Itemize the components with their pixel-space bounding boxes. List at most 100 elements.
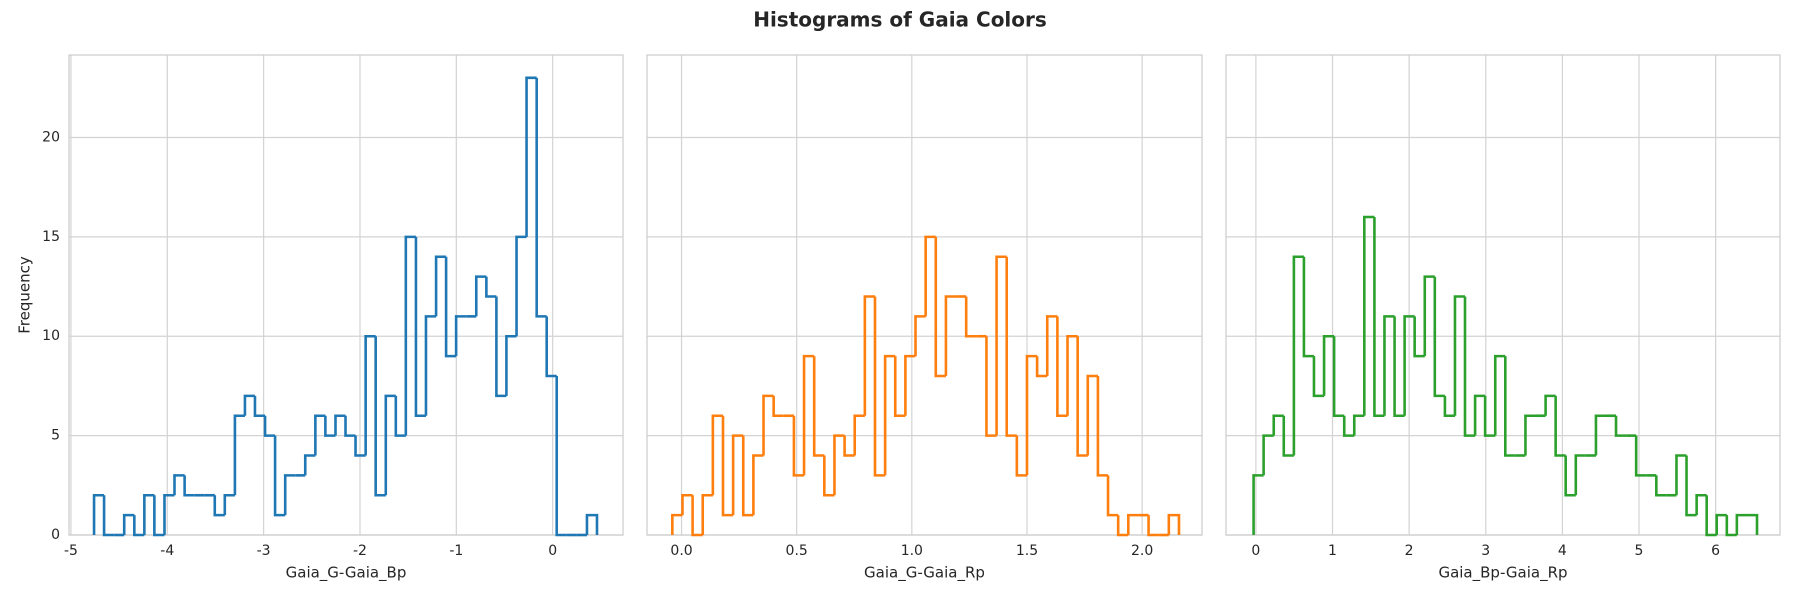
histogram-step — [924, 235, 936, 317]
x-tick-label: 0 — [1251, 543, 1260, 559]
histogram-step — [1634, 435, 1647, 477]
histogram-step — [1025, 354, 1038, 476]
y-tick-label: 0 — [51, 527, 60, 543]
histogram-step — [711, 414, 723, 496]
x-tick-label: 2 — [1405, 543, 1414, 559]
histogram-step — [303, 454, 316, 476]
x-tick-label: 1 — [1328, 543, 1337, 559]
histogram-step — [1116, 515, 1129, 537]
histogram-step — [1363, 215, 1375, 416]
histogram-step — [1504, 356, 1516, 457]
histogram-step — [394, 395, 406, 437]
y-tick-label: 20 — [42, 129, 60, 145]
histogram-step — [1252, 474, 1264, 535]
histogram-step — [444, 256, 457, 358]
x-tick-label: -3 — [257, 543, 271, 559]
histogram-step — [404, 235, 416, 436]
histogram-step — [944, 295, 957, 376]
histogram-step — [1725, 515, 1737, 537]
x-tick-label: -5 — [64, 543, 78, 559]
histogram-step — [1463, 296, 1476, 437]
histogram-step — [995, 255, 1007, 436]
histogram-step — [213, 495, 225, 517]
histogram-step — [1292, 255, 1304, 456]
histogram-step — [485, 276, 497, 298]
histogram-step — [143, 493, 155, 535]
axes-frame — [68, 54, 624, 536]
histogram-step — [741, 435, 754, 517]
histogram-step — [1127, 513, 1139, 535]
histogram-step — [1096, 375, 1109, 477]
histogram-step — [1675, 454, 1687, 496]
histogram-step — [525, 76, 537, 237]
histogram-step — [1614, 415, 1627, 437]
figure-title: Histograms of Gaia Colors — [753, 8, 1047, 32]
histogram-step — [904, 354, 916, 416]
histogram-step — [273, 435, 286, 517]
x-axis-label: Gaia_G-Gaia_Rp — [864, 564, 985, 583]
histogram-step — [1332, 336, 1345, 418]
histogram-step — [914, 315, 926, 357]
x-tick-label: 3 — [1481, 543, 1490, 559]
histogram-step — [823, 455, 835, 497]
histogram-step — [1695, 493, 1707, 516]
histogram-step — [283, 474, 296, 516]
histogram-step — [985, 336, 997, 437]
histogram-step — [414, 236, 426, 418]
histogram-step — [183, 475, 195, 497]
x-tick-label: 6 — [1711, 543, 1720, 559]
histogram-step — [253, 395, 266, 418]
histogram-step — [1483, 395, 1496, 437]
histogram-step — [1685, 455, 1697, 517]
y-axis-label: Frequency — [16, 256, 34, 334]
histogram-step — [1282, 415, 1294, 457]
histogram-step — [1086, 374, 1098, 456]
x-tick-label: 1.0 — [901, 543, 923, 559]
x-tick-label: -2 — [353, 543, 367, 559]
histogram-step — [585, 513, 599, 535]
histogram-step — [934, 236, 946, 378]
histogram-step — [474, 275, 487, 317]
histogram-step — [354, 435, 366, 457]
histogram-step — [1045, 315, 1058, 376]
histogram-step — [1005, 256, 1017, 437]
histogram-step — [752, 454, 764, 516]
y-tick-label: 5 — [51, 428, 60, 444]
histogram-step — [233, 414, 245, 496]
histogram-step — [384, 394, 396, 496]
histogram-step — [1413, 316, 1425, 358]
histogram-step — [223, 493, 235, 516]
histogram-step — [1554, 395, 1566, 457]
axes-frame — [1225, 54, 1781, 536]
histogram-step — [1705, 495, 1717, 537]
histogram-step — [1373, 216, 1385, 418]
histogram-step — [731, 434, 744, 516]
histogram-step — [1473, 394, 1486, 436]
histogram-step — [173, 474, 185, 496]
histogram-step — [1342, 415, 1355, 437]
x-tick-label: 0.0 — [670, 543, 692, 559]
histogram-step — [1493, 354, 1506, 436]
x-tick-label: 2.0 — [1131, 543, 1153, 559]
histogram-step — [1574, 454, 1586, 496]
histogram-step — [454, 315, 467, 357]
histogram-step — [1564, 455, 1576, 497]
histogram-step — [1655, 475, 1667, 497]
histogram-step — [374, 336, 386, 497]
histogram-step — [1433, 276, 1445, 398]
histogram-step — [1076, 336, 1088, 457]
histogram-step — [1272, 414, 1284, 436]
histogram-step — [495, 296, 507, 398]
histogram-step — [555, 375, 567, 537]
histogram-step — [1322, 334, 1335, 396]
histogram-step — [873, 296, 886, 477]
x-tick-label: 0.5 — [786, 543, 808, 559]
x-tick-label: 1.5 — [1016, 543, 1038, 559]
histogram-step — [1035, 356, 1048, 378]
histogram-step — [1746, 513, 1759, 535]
histogram-step — [424, 315, 437, 416]
histogram-step — [812, 356, 825, 457]
y-tick-label: 10 — [42, 328, 60, 344]
histogram-step — [1167, 513, 1181, 535]
